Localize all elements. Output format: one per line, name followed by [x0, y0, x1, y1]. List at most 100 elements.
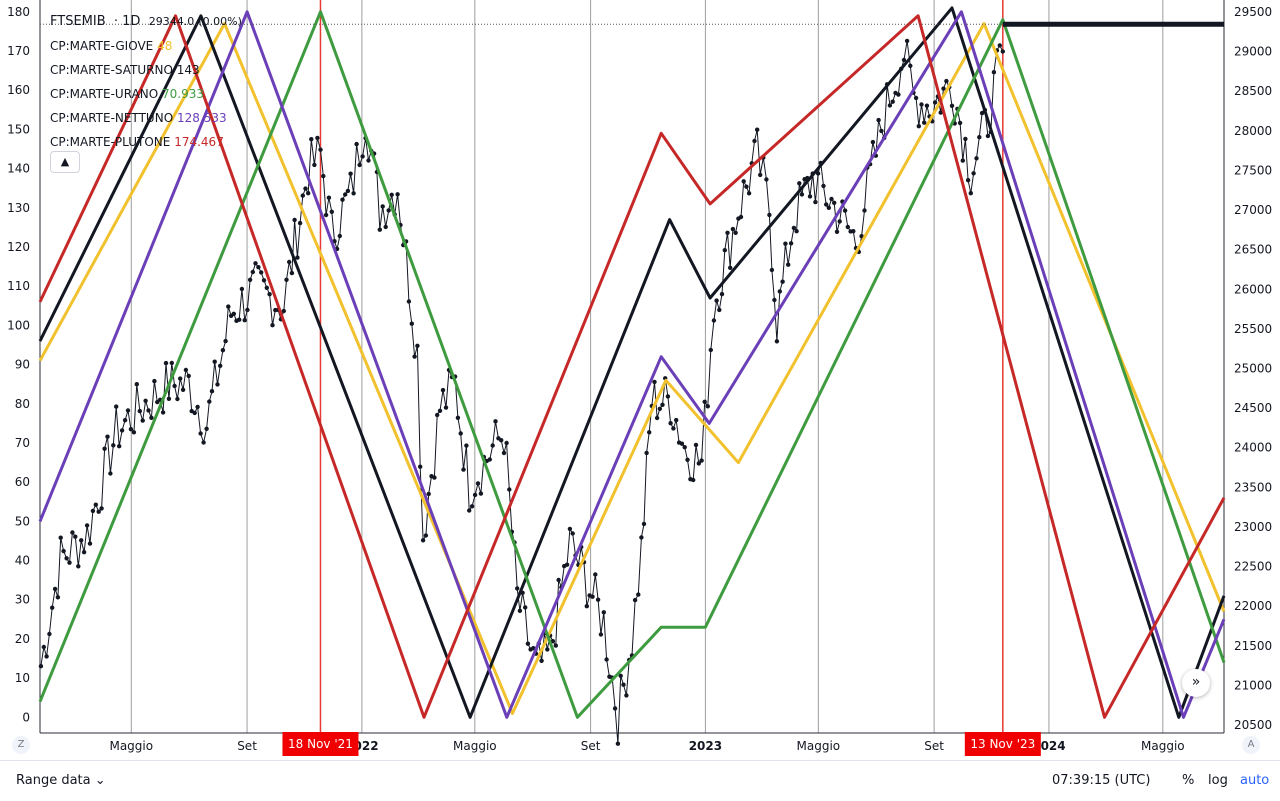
right-tick-label: 28000	[1234, 124, 1272, 138]
legend-row[interactable]: CP:MARTE-SATURNO 143	[50, 58, 242, 82]
price-point	[67, 560, 72, 565]
price-point	[908, 63, 913, 68]
legend-row[interactable]: CP:MARTE-URANO 70.933	[50, 82, 242, 106]
price-point	[501, 450, 507, 456]
price-point	[504, 440, 509, 446]
price-point	[426, 491, 431, 497]
price-point	[108, 471, 113, 476]
price-point	[826, 205, 831, 210]
price-point	[423, 533, 429, 538]
price-point	[746, 191, 752, 196]
price-point	[420, 538, 426, 543]
legend-row[interactable]: CP:MARTE-NETTUNO 128.533	[50, 106, 242, 130]
price-point	[901, 57, 907, 63]
price-point	[916, 124, 921, 129]
price-point	[175, 396, 180, 402]
vertical-markers	[319, 0, 1004, 733]
utc-clock[interactable]: 07:39:15 (UTC)	[1052, 773, 1151, 788]
log-scale-toggle[interactable]: log	[1208, 773, 1228, 788]
price-point	[845, 224, 850, 230]
ftsemib-price-series	[38, 38, 1005, 746]
price-point	[767, 212, 772, 218]
date-range-button[interactable]: Range data ⌄	[16, 773, 106, 788]
cycle-line	[38, 10, 1226, 719]
legend-row[interactable]: CP:MARTE-PLUTONE 174.467	[50, 130, 242, 154]
legend-value: 174.467	[174, 135, 224, 149]
price-point	[968, 191, 973, 196]
left-tick-label: 120	[7, 240, 30, 254]
price-point	[264, 285, 269, 290]
right-tick-label: 25500	[1234, 322, 1272, 336]
price-point	[38, 664, 44, 669]
price-point	[289, 270, 295, 276]
price-point	[122, 418, 128, 423]
auto-scale-corner-button[interactable]: A	[1242, 736, 1260, 754]
price-point	[660, 402, 665, 407]
price-point	[281, 308, 286, 314]
price-point	[152, 378, 157, 384]
price-point	[879, 128, 884, 134]
price-point	[550, 639, 556, 644]
price-point	[300, 193, 305, 198]
legend-row[interactable]: CP:MARTE-GIOVE 48	[50, 34, 242, 58]
price-point	[111, 443, 116, 448]
price-point	[722, 248, 727, 253]
price-chart[interactable]: 0 10 20 30 40 50 60 70 80 90 100 110 120 130 140 150 160…	[0, 0, 1280, 760]
price-point	[824, 202, 829, 207]
price-point	[467, 508, 472, 513]
price-point	[919, 102, 924, 107]
price-point	[295, 255, 300, 260]
chevron-down-icon: ⌄	[94, 773, 106, 788]
symbol-name[interactable]: FTSEMIB	[50, 14, 106, 29]
price-point	[632, 597, 638, 603]
right-tick-label: 21500	[1234, 639, 1272, 653]
left-tick-label: 140	[7, 162, 30, 176]
price-point	[963, 136, 968, 142]
price-point	[461, 467, 466, 472]
price-point	[913, 95, 919, 101]
price-point	[618, 673, 623, 678]
price-point	[140, 418, 145, 423]
price-point	[725, 230, 730, 235]
symbol-price: 29344.0	[148, 15, 195, 28]
price-point	[679, 441, 685, 446]
symbol-interval[interactable]: 1D	[122, 14, 141, 29]
price-point	[730, 226, 736, 232]
left-tick-label: 160	[7, 83, 30, 97]
right-tick-label: 23500	[1234, 480, 1272, 494]
cycle-line	[38, 10, 1226, 719]
price-point	[478, 491, 484, 496]
x-tick-label: Maggio	[1141, 739, 1185, 753]
price-point	[876, 117, 881, 123]
price-point	[172, 383, 177, 389]
chart-grid	[39, 0, 1225, 734]
price-point	[183, 367, 189, 373]
legend-collapse-button[interactable]: ▲	[50, 151, 80, 173]
price-point	[418, 464, 423, 469]
percent-scale-toggle[interactable]: %	[1182, 773, 1195, 788]
price-point	[842, 208, 848, 213]
timezone-corner-button[interactable]: Z	[12, 736, 30, 754]
price-point	[490, 443, 495, 448]
marker-date-label: 13 Nov '23	[970, 737, 1035, 751]
price-point	[64, 556, 69, 561]
right-tick-label: 20500	[1234, 718, 1272, 732]
price-point	[226, 304, 231, 309]
auto-scale-toggle[interactable]: auto	[1240, 773, 1270, 788]
price-point	[647, 430, 652, 435]
price-point	[499, 438, 504, 443]
left-tick-label: 40	[15, 554, 30, 568]
price-point	[924, 103, 930, 108]
chart-legend: FTSEMIB · 1D 29344.0 (0.00%) CP:MARTE-GI…	[50, 10, 242, 154]
price-point	[904, 38, 910, 44]
price-point	[475, 481, 481, 486]
scroll-to-realtime-button[interactable]: »	[1182, 669, 1210, 697]
price-point	[682, 445, 687, 450]
price-point	[47, 631, 52, 637]
price-point	[284, 277, 289, 282]
price-point	[601, 610, 606, 615]
price-point	[223, 338, 228, 344]
price-point	[250, 269, 255, 275]
price-point	[834, 229, 840, 234]
left-tick-label: 0	[22, 710, 30, 724]
